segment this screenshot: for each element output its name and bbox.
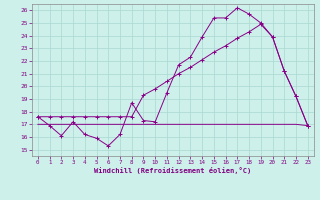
- X-axis label: Windchill (Refroidissement éolien,°C): Windchill (Refroidissement éolien,°C): [94, 167, 252, 174]
